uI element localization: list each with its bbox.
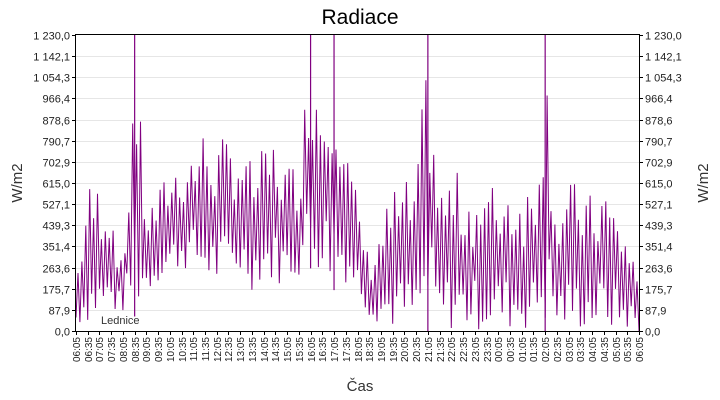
- x-tick-label: 14:35: [271, 337, 282, 362]
- y-tick-label-left: 966,4: [42, 94, 70, 106]
- x-axis-label: Čas: [347, 378, 374, 395]
- x-tick-label: 15:35: [295, 337, 306, 362]
- x-tick-label: 06:05: [72, 337, 83, 362]
- x-tick-label: 08:05: [119, 337, 130, 362]
- y-tick-label-left: 878,6: [42, 116, 70, 128]
- x-tick-label: 18:35: [365, 337, 376, 362]
- x-tick-label: 03:05: [565, 337, 576, 362]
- x-tick-label: 12:05: [213, 337, 224, 362]
- x-tick-label: 00:35: [506, 337, 517, 362]
- x-tick-label: 18:05: [354, 337, 365, 362]
- series-radiation: [75, 35, 640, 332]
- x-tick-label: 05:05: [612, 337, 623, 362]
- x-tick-label: 07:05: [95, 337, 106, 362]
- x-tick-label: 09:05: [142, 337, 153, 362]
- x-tick-label: 10:35: [178, 337, 189, 362]
- y-tick-label-left: 527,1: [42, 200, 70, 212]
- y-tick-label-right: 87,9: [645, 306, 666, 318]
- y-tick-label-left: 0,0: [55, 327, 70, 339]
- x-tick-label: 14:05: [260, 337, 271, 362]
- x-tick-label: 11:35: [201, 337, 212, 362]
- y-tick-label-right: 175,7: [645, 285, 673, 297]
- y-tick-label-left: 263,6: [42, 264, 70, 276]
- x-tick-label: 06:35: [84, 337, 95, 362]
- y-tick-label-left: 351,4: [42, 242, 70, 254]
- x-tick-label: 06:05: [635, 337, 646, 362]
- x-tick-label: 00:05: [494, 337, 505, 362]
- x-tick-label: 16:35: [318, 337, 329, 362]
- y-tick-label-right: 0,0: [645, 327, 660, 339]
- x-tick-label: 12:35: [224, 337, 235, 362]
- y-tick-label-right: 1 142,1: [645, 52, 682, 64]
- y-tick-label-right: 1 054,3: [645, 73, 682, 85]
- x-tick-label: 19:35: [389, 337, 400, 362]
- y-tick-label-right: 351,4: [645, 242, 673, 254]
- y-tick-label-right: 527,1: [645, 200, 673, 212]
- y-tick-label-right: 1 230,0: [645, 31, 682, 43]
- x-tick-label: 20:35: [412, 337, 423, 362]
- y-tick-label-left: 1 230,0: [33, 31, 70, 43]
- y-tick-label-left: 175,7: [42, 285, 70, 297]
- x-tick-label: 20:05: [400, 337, 411, 362]
- y-axis-label-left: W/m2: [9, 163, 26, 202]
- x-tick-label: 23:35: [483, 337, 494, 362]
- x-tick-label: 08:35: [131, 337, 142, 362]
- x-tick-label: 19:05: [377, 337, 388, 362]
- x-tick-label: 04:35: [600, 337, 611, 362]
- y-tick-label-right: 790,7: [645, 137, 673, 149]
- chart-title: Radiace: [321, 6, 398, 29]
- y-tick-label-left: 439,3: [42, 221, 70, 233]
- x-tick-label: 02:05: [541, 337, 552, 362]
- y-tick-label-right: 263,6: [645, 264, 673, 276]
- x-tick-label: 09:35: [154, 337, 165, 362]
- x-tick-label: 02:35: [553, 337, 564, 362]
- x-tick-label: 22:35: [459, 337, 470, 362]
- y-tick-label-left: 1 054,3: [33, 73, 70, 85]
- x-tick-label: 03:35: [576, 337, 587, 362]
- y-axis-label-right: W/m2: [695, 163, 712, 202]
- x-tick-label: 21:35: [436, 337, 447, 362]
- series-line: [75, 80, 640, 332]
- x-tick-label: 10:05: [166, 337, 177, 362]
- x-tick-label: 23:05: [471, 337, 482, 362]
- y-tick-label-right: 702,9: [645, 158, 673, 170]
- y-tick-label-right: 615,0: [645, 179, 673, 191]
- x-tick-label: 13:35: [248, 337, 259, 362]
- y-axis-right: 0,0 87,9 175,7 263,6 351,4 439,3 527,1 615,0 702…: [639, 31, 682, 339]
- x-tick-label: 04:05: [588, 337, 599, 362]
- y-tick-label-right: 878,6: [645, 116, 673, 128]
- x-tick-label: 01:05: [518, 337, 529, 362]
- x-tick-label: 22:05: [447, 337, 458, 362]
- x-tick-label: 16:05: [307, 337, 318, 362]
- x-tick-label: 17:35: [342, 337, 353, 362]
- x-tick-label: 11:05: [189, 337, 200, 362]
- x-tick-label: 15:05: [283, 337, 294, 362]
- y-tick-label-left: 790,7: [42, 137, 70, 149]
- x-tick-label: 13:05: [236, 337, 247, 362]
- x-tick-label: 21:05: [424, 337, 435, 362]
- x-tick-label: 05:35: [623, 337, 634, 362]
- y-tick-label-left: 1 142,1: [33, 52, 70, 64]
- y-axis-left: 0,0 87,9 175,7 263,6 351,4 439,3 527,1 615,0 702…: [33, 31, 76, 339]
- y-tick-label-left: 702,9: [42, 158, 70, 170]
- grid: [76, 56, 639, 311]
- x-tick-label: 17:05: [330, 337, 341, 362]
- x-axis: 06:05 06:35 07:05 07:35 08:05 08:35 09:05 09:35…: [72, 331, 646, 362]
- y-tick-label-right: 439,3: [645, 221, 673, 233]
- x-tick-label: 07:35: [107, 337, 118, 362]
- station-label: Lednice: [101, 315, 140, 327]
- x-tick-label: 01:35: [529, 337, 540, 362]
- y-tick-label-right: 966,4: [645, 94, 673, 106]
- y-tick-label-left: 615,0: [42, 179, 70, 191]
- y-tick-label-left: 87,9: [49, 306, 70, 318]
